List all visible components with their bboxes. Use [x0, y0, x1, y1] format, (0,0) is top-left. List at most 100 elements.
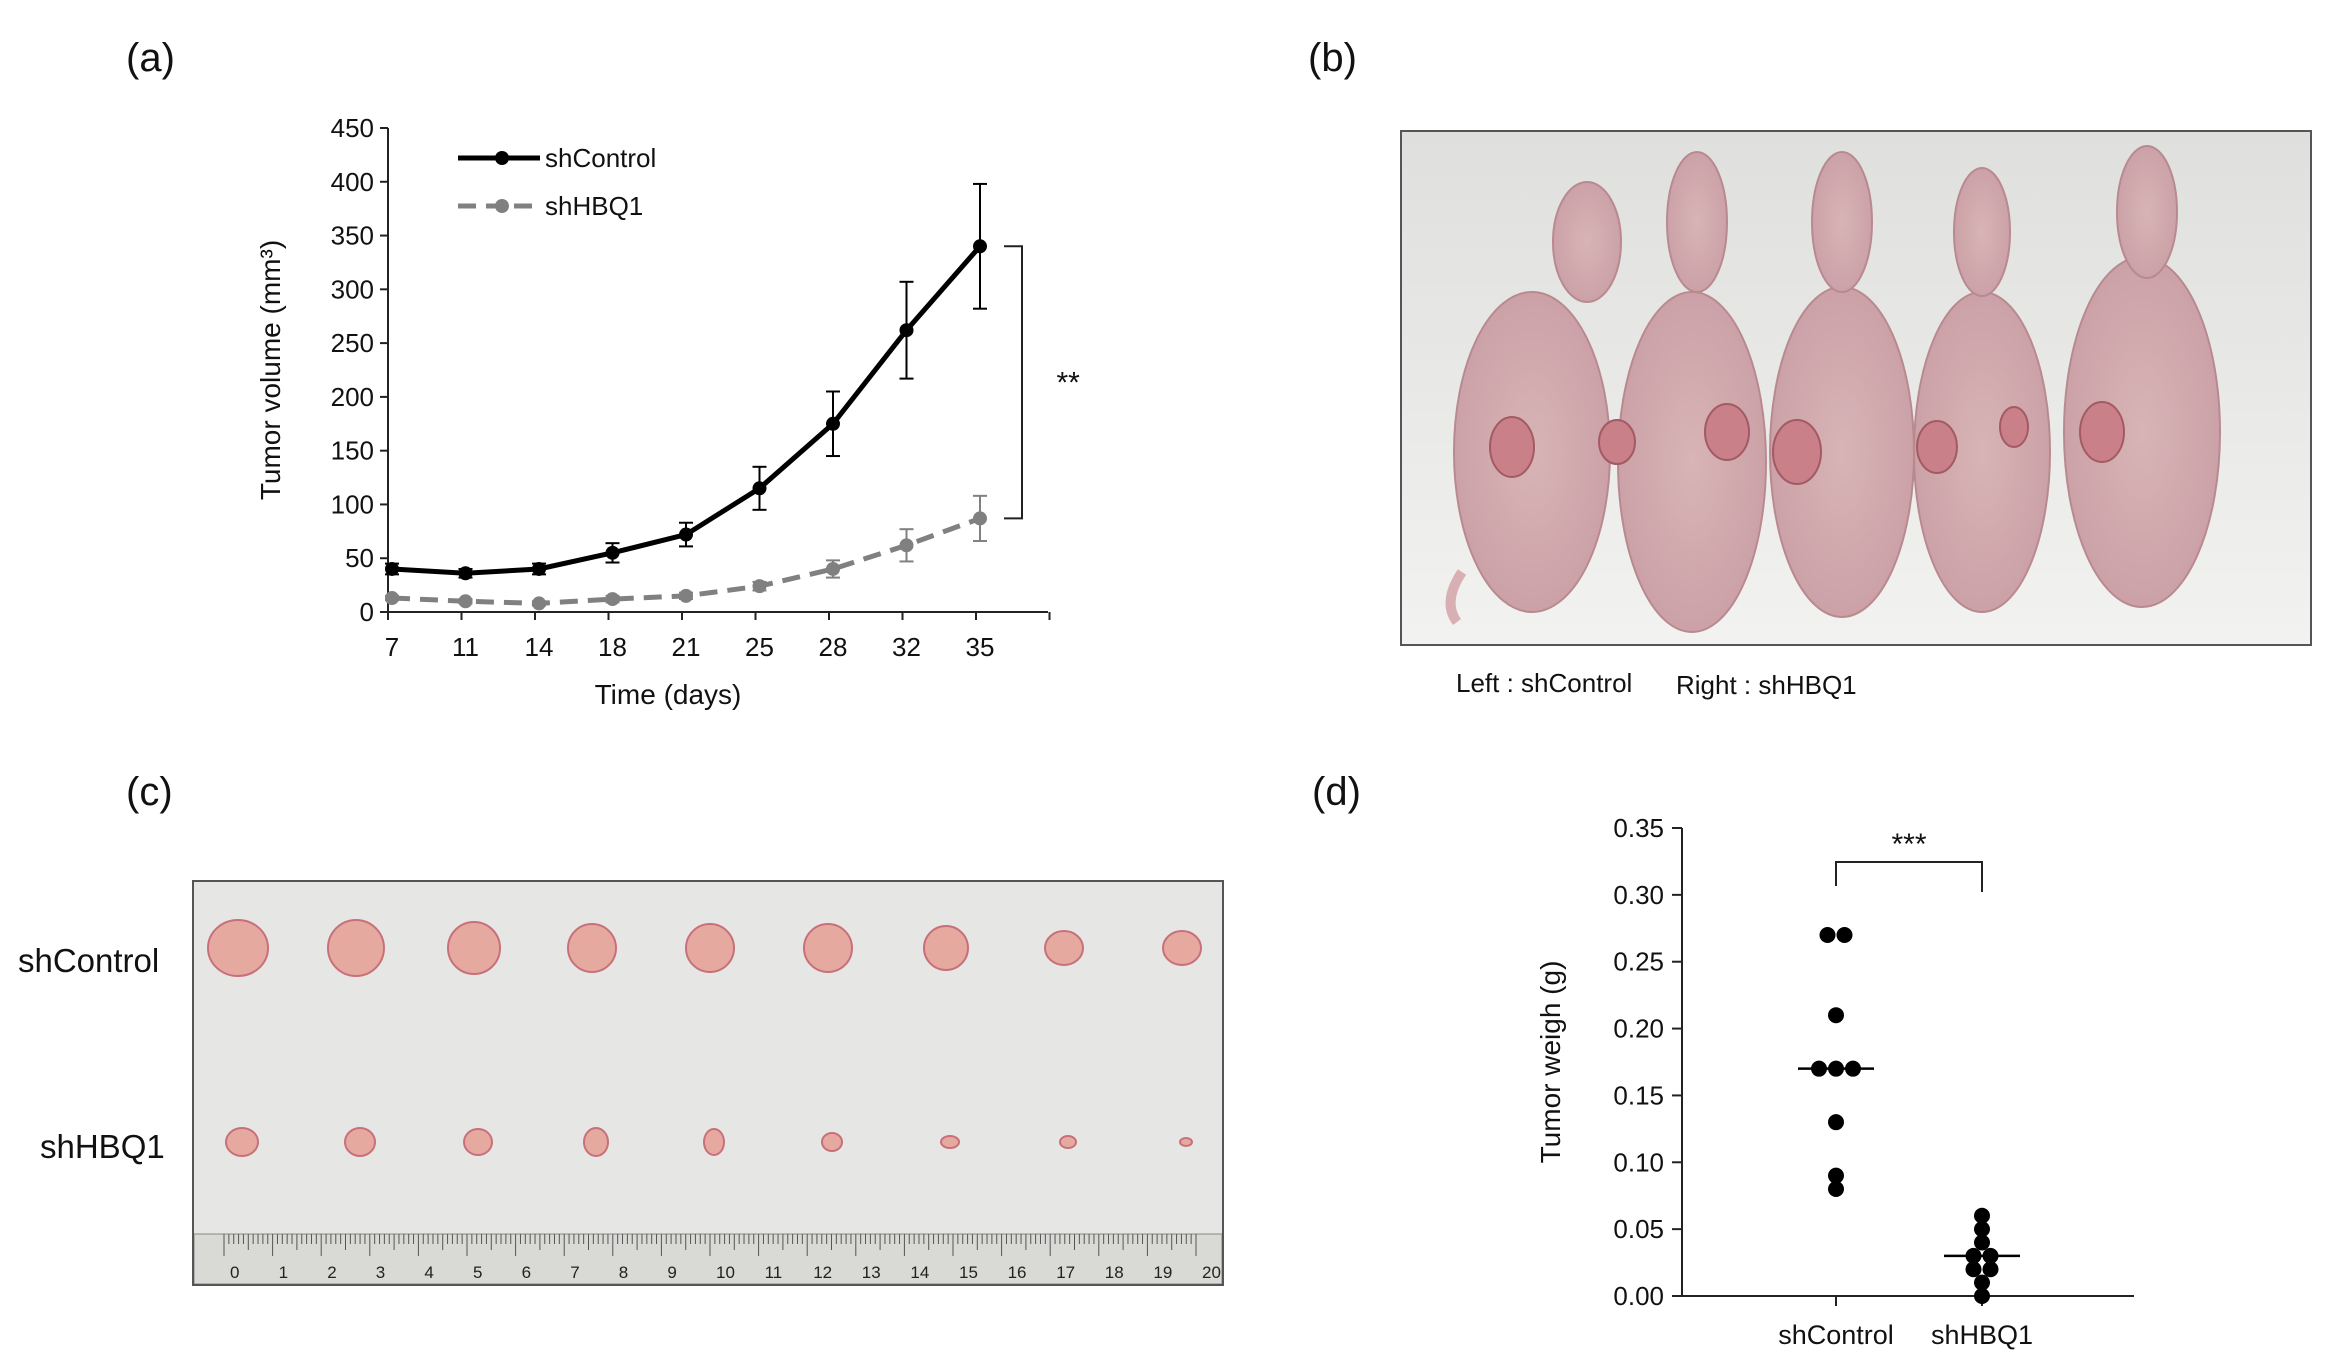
tumor-shhbq1 [225, 1127, 259, 1157]
ruler-label: 11 [765, 1263, 783, 1282]
y-axis-label: Tumor weigh (g) [1535, 961, 1566, 1164]
row-label-shcontrol: shControl [18, 942, 160, 979]
data-point-shHBQ1 [826, 561, 840, 576]
data-point-shControl [1828, 1007, 1844, 1024]
ruler-label: 15 [959, 1263, 978, 1282]
tumor-shcontrol [803, 923, 853, 973]
tumor-shcontrol [923, 925, 969, 971]
y-tick-label: 300 [331, 274, 374, 304]
x-tick-label: 11 [452, 632, 479, 662]
ruler-label: 13 [862, 1263, 881, 1282]
ruler-label: 12 [813, 1263, 832, 1282]
tumor-shhbq1 [1179, 1137, 1193, 1147]
ruler-label: 1 [279, 1263, 288, 1282]
x-tick-label: 28 [819, 632, 848, 662]
panel-c-label: (c) [126, 770, 173, 814]
ruler-label: 3 [376, 1263, 385, 1282]
ruler: 0 1 2 3 4 5 6 7 8 9 10 11 12 13 14 15 16 17 18 19 20 [194, 1233, 1222, 1284]
data-point-shHBQ1 [1974, 1288, 1990, 1304]
ruler-label: 8 [619, 1263, 628, 1282]
x-tick-label: 7 [385, 632, 399, 662]
tumor-shhbq1 [583, 1127, 609, 1157]
significance-bracket [1004, 245, 1023, 520]
panel-a-label: (a) [126, 36, 175, 80]
tumor-shhbq1 [1059, 1135, 1077, 1149]
data-point-shHBQ1 [1974, 1234, 1990, 1251]
y-tick-label: 0.00 [1613, 1281, 1664, 1311]
x-tick-label: 35 [966, 632, 995, 662]
y-tick-label: 100 [331, 489, 374, 519]
mice-photo [1400, 130, 2312, 646]
tumor-shhbq1 [821, 1132, 843, 1152]
x-tick-label: 18 [598, 632, 627, 662]
y-axis-label: Tumor volume (mm³) [255, 240, 286, 500]
significance-marker: *** [1891, 828, 1926, 861]
data-point-shHBQ1 [973, 511, 987, 526]
tumors-illustration: 0 1 2 3 4 5 6 7 8 9 10 11 12 13 14 15 16 17 18 19 20 [194, 882, 1222, 1284]
data-point-shHBQ1 [385, 591, 399, 606]
data-point-shControl [458, 566, 473, 581]
x-tick-label: 21 [672, 632, 701, 662]
tumor-shcontrol [207, 919, 269, 977]
ruler-label: 0 [230, 1263, 239, 1282]
ruler-label: 14 [910, 1263, 929, 1282]
legend-marker-shControl [495, 151, 509, 165]
y-tick-label: 0.35 [1613, 813, 1664, 843]
data-point-shControl [1819, 926, 1836, 943]
y-tick-label: 0.05 [1613, 1214, 1664, 1244]
ruler-label: 17 [1056, 1263, 1075, 1282]
ruler-label: 4 [424, 1263, 433, 1282]
ruler-label: 19 [1153, 1263, 1172, 1282]
data-point-shHBQ1 [605, 592, 620, 607]
x-tick-label: 25 [745, 632, 774, 662]
data-point-shHBQ1 [1974, 1274, 1990, 1291]
significance-bracket [1835, 861, 1983, 892]
ruler-label: 10 [716, 1263, 735, 1282]
data-point-shControl [826, 416, 840, 431]
caption-right: Right : shHBQ1 [1676, 670, 1857, 700]
y-tick-label: 50 [345, 543, 374, 573]
data-point-shHBQ1 [1974, 1221, 1990, 1238]
y-tick-label: 150 [331, 436, 374, 466]
tumor-shhbq1 [703, 1128, 725, 1156]
significance-marker: *** [1056, 366, 1080, 399]
data-point-shControl [605, 545, 620, 560]
data-point-shControl [532, 561, 546, 576]
data-point-shControl [679, 527, 693, 542]
x-tick-label: shControl [1778, 1320, 1894, 1350]
y-tick-label: 350 [331, 221, 374, 251]
legend-label: shControl [545, 143, 656, 173]
tumor-shcontrol [1044, 930, 1084, 966]
panel-d-label: (d) [1312, 770, 1361, 814]
tumor-shcontrol [567, 923, 617, 973]
data-point-shControl [1836, 926, 1853, 943]
x-tick-label: 14 [525, 632, 554, 662]
data-point-shControl [973, 239, 987, 254]
ruler-label: 6 [522, 1263, 531, 1282]
data-point-shControl [385, 561, 399, 576]
data-point-shControl [899, 323, 914, 338]
data-point-shControl [1828, 1167, 1844, 1184]
y-tick-label: 0.20 [1613, 1014, 1664, 1044]
data-point-shHBQ1 [1974, 1207, 1990, 1224]
data-point-shHBQ1 [679, 588, 693, 603]
y-tick-label: 0 [360, 597, 374, 627]
ruler-label: 9 [667, 1263, 676, 1282]
ruler-label: 20 [1202, 1263, 1221, 1282]
data-point-shHBQ1 [1965, 1261, 1982, 1278]
tumor-weight-scatter-chart: 0.00 0.05 0.10 0.15 0.20 0.25 0.30 0.35 Tumor we… [1535, 813, 2134, 1350]
caption-left: Left : shControl [1456, 668, 1633, 698]
tumor-shhbq1 [463, 1128, 493, 1156]
panel-b-label: (b) [1308, 36, 1357, 80]
y-tick-label: 250 [331, 328, 374, 358]
ruler-label: 18 [1105, 1263, 1124, 1282]
mice-illustration [1402, 132, 2310, 644]
data-point-shHBQ1 [458, 594, 473, 609]
y-tick-label: 200 [331, 382, 374, 412]
tumor-shcontrol [447, 921, 501, 975]
data-point-shControl [752, 481, 767, 496]
tumor-shcontrol [1162, 930, 1202, 966]
y-tick-label: 400 [331, 167, 374, 197]
data-point-shControl [1828, 1114, 1844, 1131]
row-label-shhbq1: shHBQ1 [40, 1128, 165, 1165]
